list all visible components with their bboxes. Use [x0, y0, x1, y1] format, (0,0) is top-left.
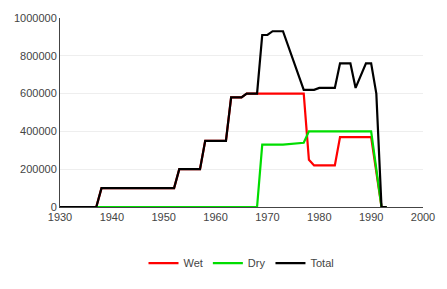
svg-text:600000: 600000: [20, 87, 57, 99]
svg-text:2000: 2000: [411, 211, 435, 223]
svg-text:Dry: Dry: [248, 257, 266, 269]
svg-text:1970: 1970: [255, 211, 279, 223]
svg-text:1960: 1960: [203, 211, 227, 223]
svg-text:Wet: Wet: [184, 257, 203, 269]
svg-text:1930: 1930: [48, 211, 72, 223]
svg-text:1990: 1990: [359, 211, 383, 223]
svg-text:1940: 1940: [100, 211, 124, 223]
svg-text:1950: 1950: [151, 211, 175, 223]
svg-text:800000: 800000: [20, 50, 57, 62]
svg-text:Total: Total: [310, 257, 333, 269]
svg-text:400000: 400000: [20, 125, 57, 137]
svg-text:1000000: 1000000: [14, 12, 57, 24]
svg-text:200000: 200000: [20, 163, 57, 175]
svg-text:0: 0: [51, 201, 57, 213]
svg-text:1980: 1980: [307, 211, 331, 223]
